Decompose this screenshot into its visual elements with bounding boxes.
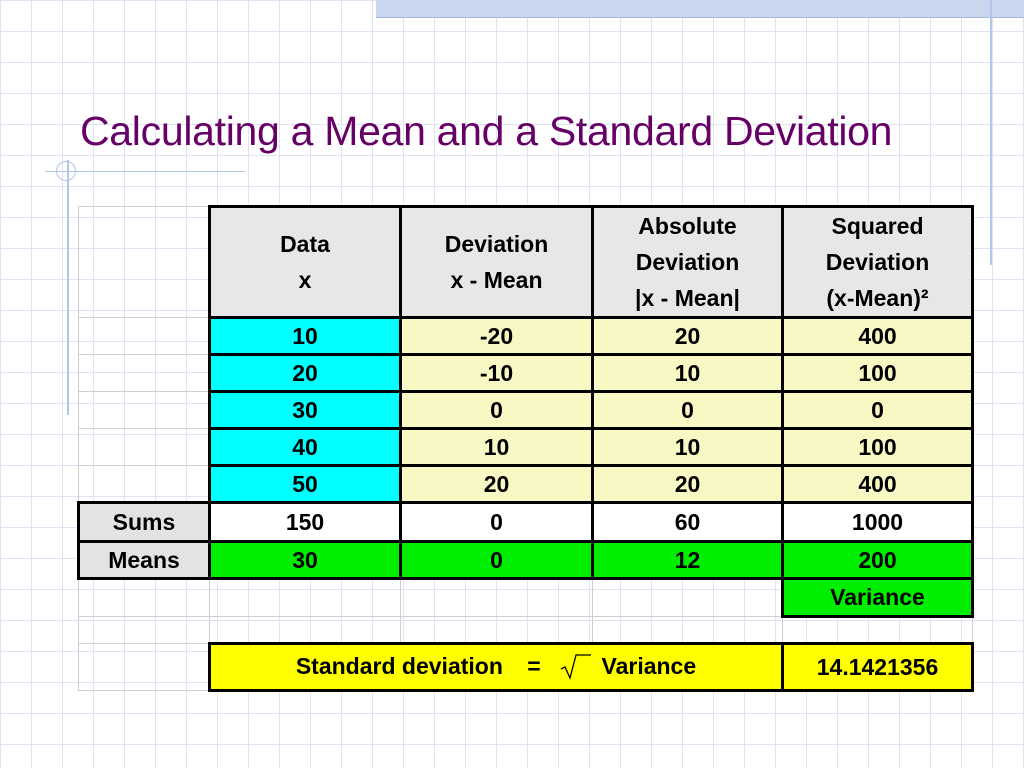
blank-cell [782, 616, 973, 644]
table-row: 50 20 20 400 [78, 464, 974, 504]
squared-deviation-cell: 0 [781, 390, 974, 430]
data-cell: 10 [208, 316, 402, 356]
calculation-table: Data x Deviation x - Mean Absolute Deviatio… [77, 205, 974, 692]
deviation-cell: -10 [399, 353, 594, 393]
blank-cell [78, 578, 210, 617]
data-cell: 50 [208, 464, 402, 504]
blank-cell [400, 578, 593, 617]
decorative-top-band [376, 0, 1024, 18]
blank-cell [78, 354, 210, 392]
deviation-cell: -20 [399, 316, 594, 356]
absolute-deviation-cell: 10 [591, 427, 784, 467]
data-cell: 30 [208, 390, 402, 430]
header-row: Data x Deviation x - Mean Absolute Deviatio… [78, 205, 974, 319]
blank-cell [400, 616, 593, 644]
std-dev-formula: Standard deviation = Variance [208, 642, 784, 692]
data-cell: 20 [208, 353, 402, 393]
header-absolute-deviation: Absolute Deviation |x - Mean| [591, 205, 784, 319]
header-deviation: Deviation x - Mean [399, 205, 594, 319]
blank-cell [209, 578, 401, 617]
sums-label: Sums [77, 501, 211, 543]
decorative-vertical-line [990, 0, 992, 265]
means-data: 30 [208, 540, 402, 580]
decorative-left-line [67, 160, 69, 415]
squared-deviation-cell: 400 [781, 464, 974, 504]
header-data: Data x [208, 205, 402, 319]
blank-cell [78, 428, 210, 466]
table-row: 20 -10 10 100 [78, 353, 974, 393]
blank-cell [78, 317, 210, 355]
squared-deviation-cell: 100 [781, 353, 974, 393]
deviation-cell: 20 [399, 464, 594, 504]
blank-cell [592, 578, 783, 617]
square-root-icon [559, 653, 592, 681]
absolute-deviation-cell: 20 [591, 464, 784, 504]
means-deviation: 0 [399, 540, 594, 580]
absolute-deviation-cell: 20 [591, 316, 784, 356]
means-label: Means [77, 540, 211, 580]
deviation-cell: 0 [399, 390, 594, 430]
variance-label: Variance [781, 577, 974, 618]
variance-row: Variance [78, 577, 974, 618]
sums-squared-deviation: 1000 [781, 501, 974, 543]
decorative-circle [56, 161, 76, 181]
sums-deviation: 0 [399, 501, 594, 543]
spacer-row [78, 616, 973, 644]
sums-row: Sums 150 0 60 1000 [77, 501, 974, 543]
decorative-horizontal-line [45, 171, 245, 172]
blank-cell [78, 391, 210, 429]
variance-word: Variance [601, 652, 697, 679]
data-cell: 40 [208, 427, 402, 467]
blank-cell [78, 643, 210, 691]
equals-sign: = [527, 652, 541, 679]
blank-cell [78, 616, 210, 644]
blank-cell [592, 616, 783, 644]
table-row: 10 -20 20 400 [78, 316, 974, 356]
means-row: Means 30 0 12 200 [77, 540, 974, 580]
table-row: 40 10 10 100 [78, 427, 974, 467]
std-dev-row: Standard deviation = Variance 14.1421356 [78, 642, 974, 692]
blank-cell [209, 616, 401, 644]
slide-title: Calculating a Mean and a Standard Deviat… [80, 108, 893, 154]
header-squared-deviation: Squared Deviation (x-Mean)² [781, 205, 974, 319]
blank-cell [78, 206, 210, 318]
table-row: 30 0 0 0 [78, 390, 974, 430]
deviation-cell: 10 [399, 427, 594, 467]
absolute-deviation-cell: 10 [591, 353, 784, 393]
std-dev-value: 14.1421356 [781, 642, 974, 692]
squared-deviation-cell: 100 [781, 427, 974, 467]
blank-cell [78, 465, 210, 503]
sums-data: 150 [208, 501, 402, 543]
means-absolute-deviation: 12 [591, 540, 784, 580]
std-dev-label: Standard deviation [295, 652, 503, 679]
squared-deviation-cell: 400 [781, 316, 974, 356]
sums-absolute-deviation: 60 [591, 501, 784, 543]
means-squared-deviation: 200 [781, 540, 974, 580]
absolute-deviation-cell: 0 [591, 390, 784, 430]
